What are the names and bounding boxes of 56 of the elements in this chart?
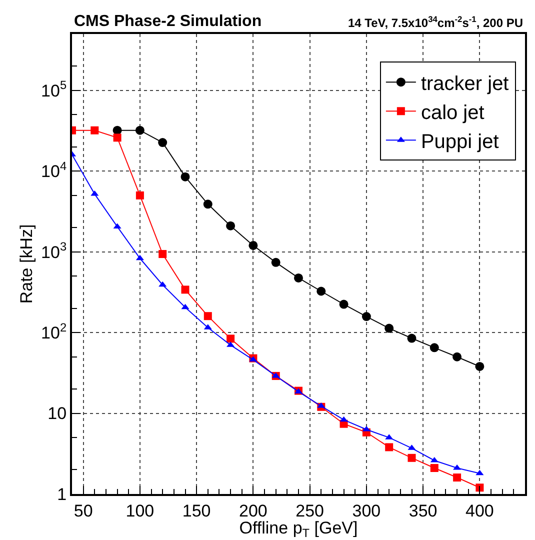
point <box>158 138 168 148</box>
x-tick-label: 150 <box>182 501 211 520</box>
point <box>430 343 439 352</box>
y-tick-label: 10$^{2}$ <box>41 320 67 343</box>
point <box>362 426 370 432</box>
point <box>385 443 394 452</box>
point <box>475 362 484 371</box>
y-tick-label: 10 <box>48 404 67 424</box>
point <box>362 312 371 322</box>
point <box>136 254 144 260</box>
point <box>453 464 462 470</box>
point <box>113 134 122 142</box>
legend-label: calo jet <box>420 102 485 124</box>
x-tick-label: 350 <box>408 501 438 520</box>
legend-label: tracker jet <box>420 72 510 95</box>
x-tick-label: 100 <box>126 501 154 520</box>
point <box>135 126 144 135</box>
point <box>180 172 190 182</box>
point <box>476 484 484 492</box>
point <box>181 304 190 310</box>
point <box>384 324 394 333</box>
point <box>339 300 348 309</box>
point <box>226 221 236 230</box>
y-axis-title: Rate [kHz] <box>17 224 36 304</box>
point <box>248 240 258 250</box>
point <box>476 470 484 476</box>
chart-title: CMS Phase-2 Simulation <box>74 13 262 30</box>
point <box>430 464 438 472</box>
y-tick-label: 1 <box>57 484 67 504</box>
point <box>203 200 212 209</box>
x-tick-label: 250 <box>296 501 324 520</box>
y-tick-label: 10$^{4}$ <box>41 158 67 182</box>
x-tick-label: 50 <box>74 501 93 520</box>
point <box>453 474 462 482</box>
point <box>271 258 280 267</box>
point <box>158 281 167 287</box>
point <box>226 334 235 343</box>
y-tick-label: 10$^{5}$ <box>41 78 67 100</box>
point <box>452 352 462 362</box>
point <box>90 126 99 134</box>
point <box>294 273 303 282</box>
x-tick-label: 400 <box>466 501 494 520</box>
point <box>204 312 212 320</box>
point <box>408 454 416 462</box>
x-tick-label: 200 <box>239 501 268 520</box>
chart-subtitle: 14 TeV, 7.5x10$^{34}$cm$^{-2}$s$^{-1}$, 200 PU <box>348 14 524 30</box>
point <box>316 286 326 296</box>
x-tick-label: 300 <box>352 501 381 520</box>
point <box>136 191 144 200</box>
point <box>407 334 416 343</box>
legend-label: Puppi jet <box>420 130 500 153</box>
y-tick-label: 10$^{3}$ <box>41 240 67 262</box>
point <box>158 250 167 258</box>
point <box>181 286 190 294</box>
x-axis-title: Offline p$_{T}$ [GeV] <box>239 518 358 540</box>
point <box>340 416 348 422</box>
